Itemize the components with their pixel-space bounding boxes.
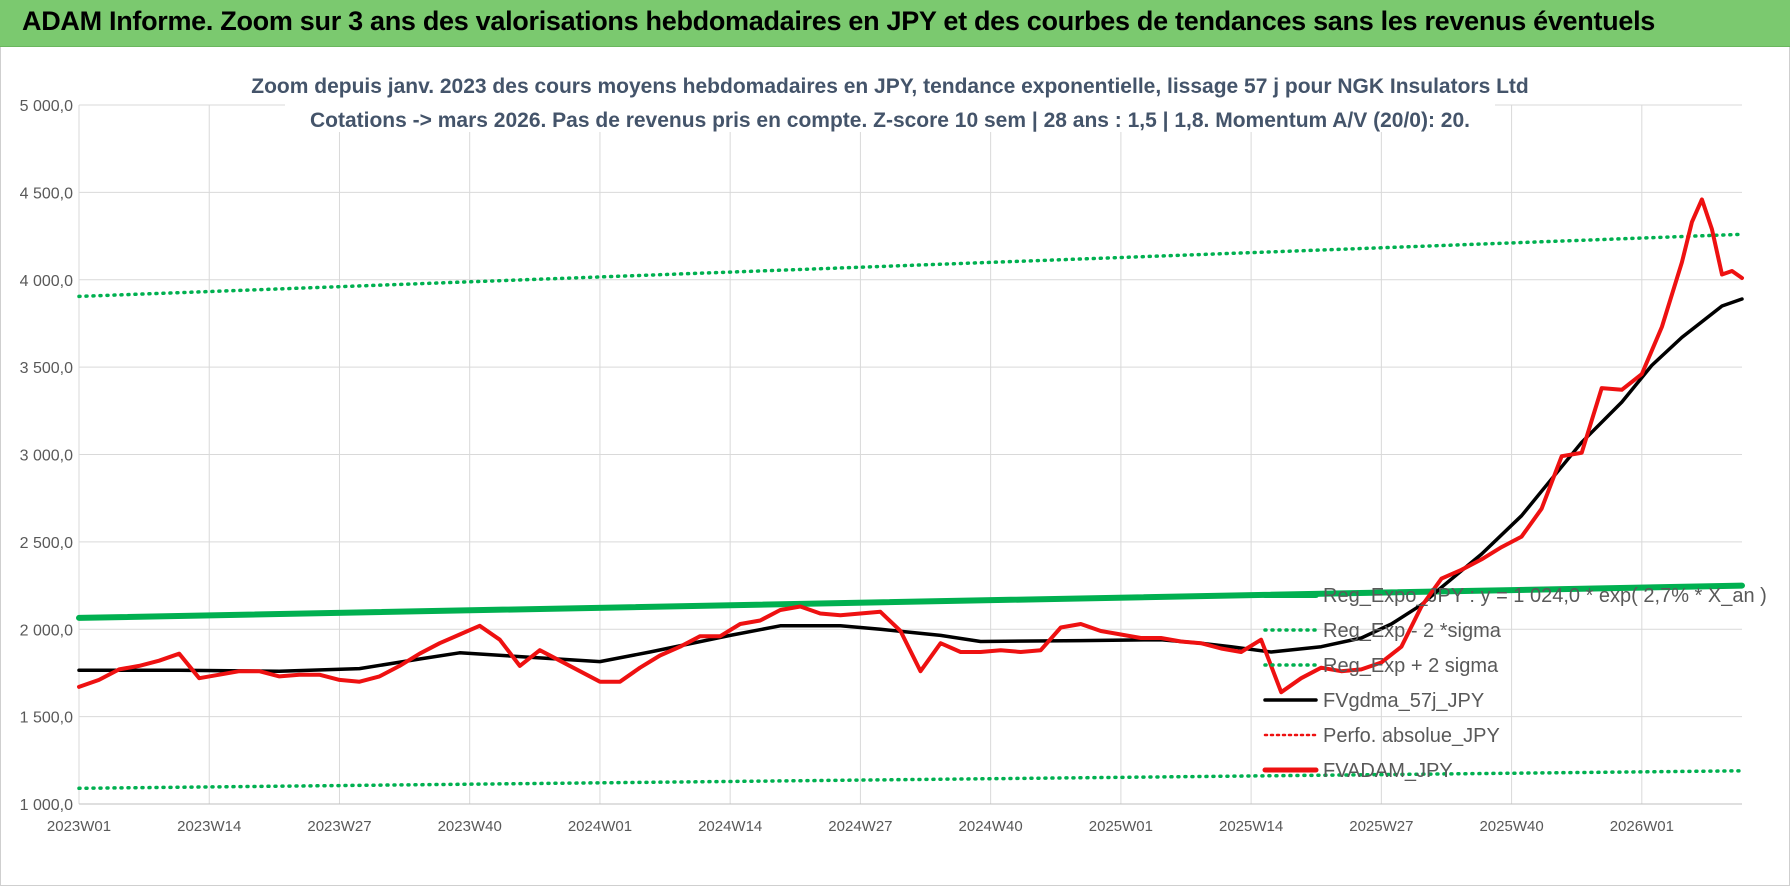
series-fvadam xyxy=(77,197,1744,695)
legend-label: Reg_Exp - 2 *sigma xyxy=(1323,620,1502,642)
legend-label: Reg_Expo_JPY : y = 1 024,0 * exp( 2,7% *… xyxy=(1323,585,1767,607)
banner-title: ADAM Informe. Zoom sur 3 ans des valoris… xyxy=(22,6,1655,36)
legend-label: Perfo. absolue_JPY xyxy=(1323,725,1500,747)
x-axis: 2023W01 2023W14 2023W27 2023W40 2024W01 2024W… xyxy=(47,818,1674,835)
gridlines xyxy=(78,104,1742,805)
series-reg-expo xyxy=(76,582,1745,621)
y-tick-label: 1 000,0 xyxy=(20,797,73,814)
legend-label: Reg_Exp + 2 sigma xyxy=(1323,655,1499,677)
title-background xyxy=(285,70,1495,132)
x-tick-label: 2023W01 xyxy=(47,818,111,835)
legend-label: FVgdma_57j_JPY xyxy=(1323,690,1484,712)
y-tick-label: 1 500,0 xyxy=(20,710,73,727)
series-reg-plus-2sigma xyxy=(77,232,1744,299)
y-tick-label: 3 500,0 xyxy=(20,360,73,377)
y-tick-label: 2 500,0 xyxy=(20,535,73,552)
chart-title-line1: Zoom depuis janv. 2023 des cours moyens … xyxy=(251,75,1528,98)
y-tick-label: 5 000,0 xyxy=(20,98,73,115)
y-tick-label: 4 000,0 xyxy=(20,273,73,290)
y-axis: 1 000,0 1 500,0 2 000,0 2 500,0 3 000,0 3 500… xyxy=(20,98,73,814)
x-tick-label: 2025W01 xyxy=(1089,818,1153,835)
x-tick-label: 2025W27 xyxy=(1349,818,1413,835)
x-tick-label: 2024W14 xyxy=(698,818,762,835)
y-tick-label: 4 500,0 xyxy=(20,185,73,202)
banner: ADAM Informe. Zoom sur 3 ans des valoris… xyxy=(0,0,1790,47)
y-tick-label: 2 000,0 xyxy=(20,622,73,639)
x-tick-label: 2024W01 xyxy=(568,818,632,835)
chart-title-line2: Cotations -> mars 2026. Pas de revenus p… xyxy=(310,109,1470,132)
x-tick-label: 2023W27 xyxy=(307,818,371,835)
legend: Reg_Expo_JPY : y = 1 024,0 * exp( 2,7% *… xyxy=(1262,585,1767,782)
x-tick-label: 2025W14 xyxy=(1219,818,1283,835)
x-tick-label: 2024W40 xyxy=(959,818,1023,835)
x-tick-label: 2025W40 xyxy=(1479,818,1543,835)
x-tick-label: 2024W27 xyxy=(828,818,892,835)
y-tick-label: 3 000,0 xyxy=(20,448,73,465)
series-reg-minus-2sigma xyxy=(77,769,1744,791)
x-tick-label: 2023W40 xyxy=(438,818,502,835)
x-tick-label: 2026W01 xyxy=(1610,818,1674,835)
legend-label: FVADAM_JPY xyxy=(1323,760,1453,782)
x-tick-label: 2023W14 xyxy=(177,818,241,835)
series-layer xyxy=(76,197,1745,791)
